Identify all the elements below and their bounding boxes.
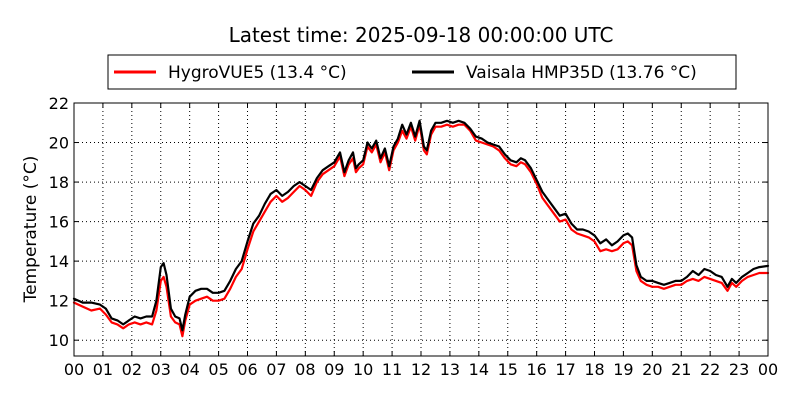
legend: HygroVUE5 (13.4 °C) Vaisala HMP35D (13.7… (107, 54, 737, 90)
series-line-vaisala (72, 119, 770, 332)
x-tick-label: 15 (498, 360, 518, 379)
x-tick-label: 20 (642, 360, 662, 379)
series-layer (72, 119, 770, 338)
y-tick-label: 12 (49, 292, 69, 311)
x-tick-label: 00 (64, 360, 84, 379)
x-tick-label: 18 (584, 360, 604, 379)
series-line-hygrovue5 (72, 123, 770, 338)
x-tick-label: 16 (526, 360, 546, 379)
x-tick-label: 09 (324, 360, 344, 379)
x-tick-label: 21 (671, 360, 691, 379)
x-tick-label: 00 (758, 360, 778, 379)
x-tick-label: 06 (237, 360, 257, 379)
y-tick-label: 20 (49, 134, 69, 153)
legend-entry-vaisala: Vaisala HMP35D (13.76 °C) (466, 63, 697, 83)
y-tick-label: 22 (49, 94, 69, 113)
legend-entry-hygrovue5: HygroVUE5 (13.4 °C) (168, 63, 347, 83)
x-tick-label: 13 (440, 360, 460, 379)
x-tick-labels: 00 01 02 03 04 05 06 07 08 09 10 11 12 13 14 15 16 17 18 19… (64, 360, 778, 379)
x-tick-label: 08 (295, 360, 315, 379)
chart-title: Latest time: 2025-09-18 00:00:00 UTC (229, 23, 614, 47)
y-tick-label: 14 (49, 252, 69, 271)
y-tick-label: 10 (49, 331, 69, 350)
x-tick-label: 23 (729, 360, 749, 379)
x-tick-label: 07 (266, 360, 286, 379)
x-tick-label: 12 (411, 360, 431, 379)
x-tick-label: 19 (613, 360, 633, 379)
y-tick-label: 16 (49, 213, 69, 232)
x-tick-label: 17 (555, 360, 575, 379)
y-tick-labels: 10 12 14 16 18 20 22 (49, 94, 69, 350)
x-tick-label: 03 (151, 360, 171, 379)
x-tick-label: 04 (179, 360, 199, 379)
x-tick-label: 14 (469, 360, 489, 379)
x-tick-label: 11 (382, 360, 402, 379)
x-tick-label: 02 (122, 360, 142, 379)
x-tick-label: 01 (93, 360, 113, 379)
axis-ticks (73, 102, 769, 356)
x-tick-label: 22 (700, 360, 720, 379)
x-tick-label: 10 (353, 360, 373, 379)
y-tick-label: 18 (49, 173, 69, 192)
y-axis-label: Temperature (°C) (21, 156, 41, 304)
x-tick-label: 05 (208, 360, 228, 379)
